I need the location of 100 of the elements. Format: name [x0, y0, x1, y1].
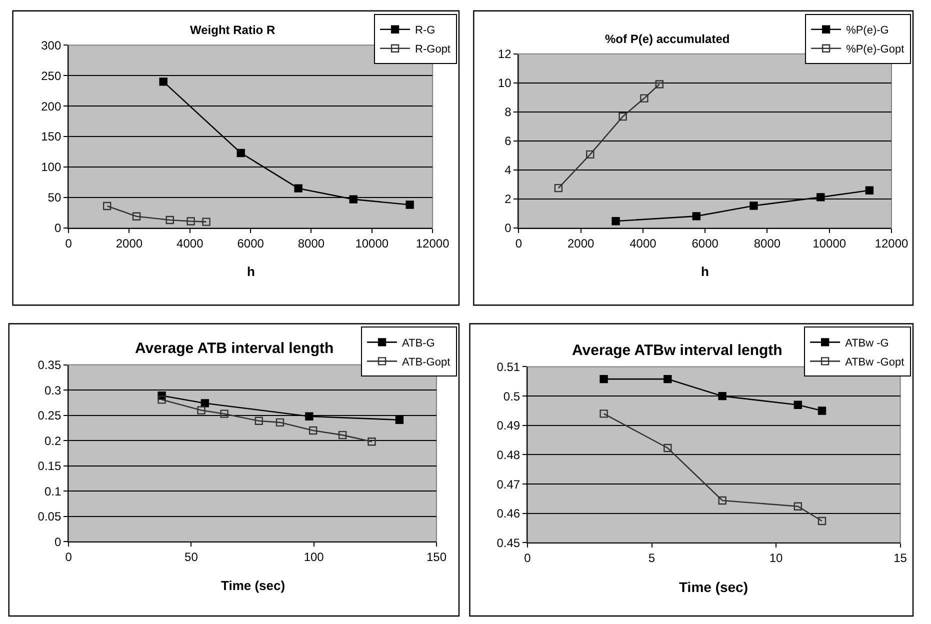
x-axis-title: Time (sec): [679, 579, 748, 595]
point: [664, 374, 672, 384]
point: [202, 218, 210, 226]
y-tick-label: 0.2: [44, 434, 62, 448]
x-tick-label: 12000: [416, 236, 450, 250]
legend-label: ATB-Gopt: [402, 356, 450, 368]
point: [349, 195, 358, 204]
chart-title: Weight Ratio R: [190, 23, 276, 37]
x-tick-label: 6000: [237, 236, 264, 250]
point: [818, 516, 826, 526]
x-tick-label: 0: [524, 551, 532, 566]
x-tick-label: 10000: [355, 236, 389, 250]
y-tick-label: 4: [504, 163, 512, 178]
legend-label: R-Gopt: [415, 44, 450, 56]
y-tick-label: 300: [41, 38, 62, 52]
x-tick-label: 4000: [176, 236, 204, 250]
point: [159, 78, 168, 86]
point: [406, 200, 414, 209]
point: [600, 374, 608, 384]
point: [794, 502, 802, 510]
y-tick-label: 100: [41, 160, 62, 174]
x-tick-label: 100: [304, 550, 324, 564]
y-tick-label: 0.51: [496, 360, 520, 374]
point: [794, 400, 802, 409]
point: [718, 392, 726, 400]
x-tick-label: 10000: [812, 236, 846, 250]
y-tick-label: 0.49: [496, 418, 520, 433]
y-tick-label: 2: [504, 192, 512, 206]
y-tick-label: 150: [41, 130, 62, 144]
point: [368, 438, 376, 446]
point: [102, 202, 112, 210]
point: [865, 186, 874, 194]
x-axis-title: h: [701, 264, 709, 279]
chart-title: Average ATBw interval length: [572, 342, 782, 359]
point: [276, 418, 284, 427]
x-tick-label: 5: [648, 551, 656, 566]
point: [305, 412, 314, 420]
point: [600, 410, 608, 418]
y-tick-label: 50: [48, 190, 62, 205]
point: [692, 212, 700, 220]
point: [200, 399, 210, 408]
point: [158, 396, 166, 404]
point: [166, 216, 174, 224]
y-tick-label: 6: [504, 134, 512, 148]
y-tick-label: 0.15: [38, 459, 62, 474]
x-tick-label: 0: [65, 550, 72, 564]
y-tick-label: 0.5: [503, 389, 520, 404]
point: [554, 184, 563, 192]
legend-label: %P(e)-Gopt: [846, 44, 904, 56]
point: [640, 94, 648, 102]
y-tick-label: 0.46: [496, 506, 520, 521]
y-tick-label: 0.35: [38, 358, 62, 372]
legend-label: ATBw -G: [845, 337, 889, 350]
x-tick-label: 2000: [116, 236, 143, 250]
point: [612, 217, 620, 226]
x-tick-label: 10: [769, 551, 784, 566]
point: [338, 430, 347, 440]
point: [236, 148, 245, 158]
point: [750, 202, 758, 210]
legend-label: ATB-G: [402, 337, 435, 350]
point: [816, 193, 825, 202]
y-tick-label: 200: [41, 99, 62, 114]
y-tick-label: 12: [498, 47, 512, 62]
legend-label: %P(e)-G: [846, 24, 889, 37]
point: [254, 416, 263, 425]
x-tick-label: 2000: [567, 236, 594, 250]
chart-title: Average ATB interval length: [135, 340, 334, 357]
y-tick-label: 0.48: [496, 448, 520, 462]
y-tick-label: 0.47: [496, 477, 520, 492]
point: [220, 410, 228, 418]
y-tick-label: 0.05: [38, 510, 62, 524]
x-tick-label: 0: [65, 236, 72, 250]
point: [186, 217, 195, 226]
point: [618, 112, 627, 121]
legend-label: R-G: [415, 24, 436, 37]
y-tick-label: 0.25: [38, 408, 62, 423]
y-tick-label: 0: [504, 221, 512, 236]
point: [132, 212, 141, 220]
x-axis-title: h: [247, 264, 255, 279]
legend-label: ATBw -Gopt: [845, 356, 904, 368]
chart-title: %of P(e) accumulated: [605, 32, 730, 46]
x-tick-label: 15: [894, 551, 908, 566]
x-tick-label: 6000: [692, 236, 719, 250]
x-tick-label: 4000: [630, 236, 657, 250]
point: [664, 444, 672, 452]
y-tick-label: 0.3: [44, 383, 62, 398]
y-tick-label: 250: [41, 68, 62, 83]
y-tick-label: 8: [504, 105, 512, 120]
y-tick-label: 0: [54, 534, 62, 549]
point: [294, 184, 302, 192]
point: [395, 416, 404, 424]
point: [586, 150, 594, 159]
x-axis-title: Time (sec): [221, 578, 286, 593]
x-tick-label: 8000: [298, 236, 325, 250]
y-tick-label: 0.45: [496, 536, 520, 550]
y-tick-label: 0: [54, 221, 62, 236]
x-tick-label: 12000: [874, 236, 909, 250]
y-tick-label: 0.1: [44, 484, 62, 498]
point: [655, 80, 664, 88]
y-tick-label: 10: [498, 76, 512, 90]
